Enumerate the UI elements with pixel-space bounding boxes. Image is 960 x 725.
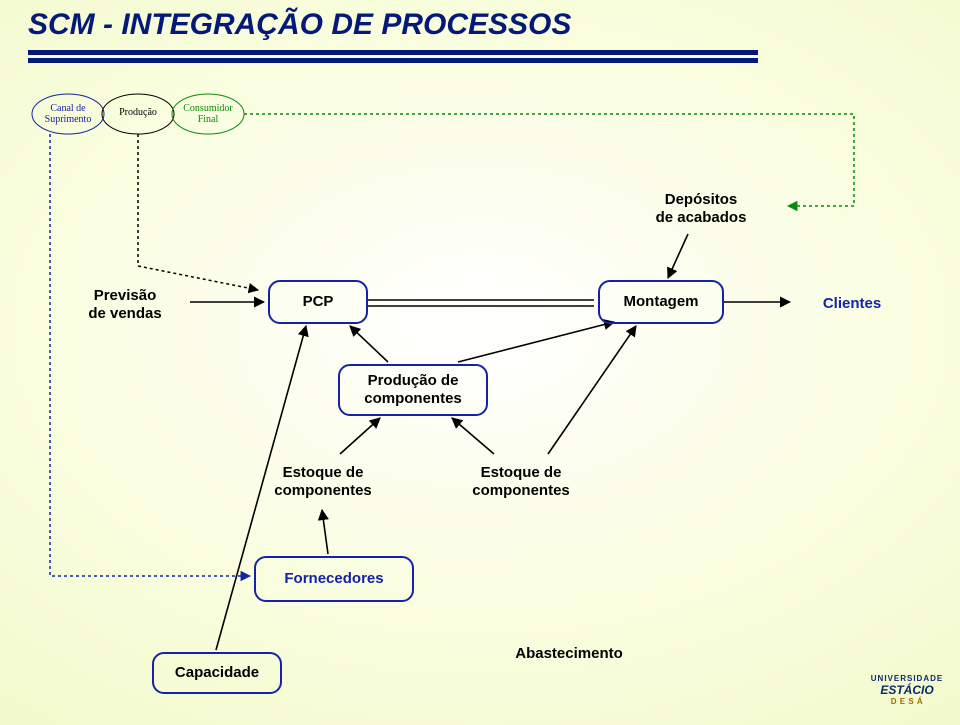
dotted-edge-canal-suprimento-down [50, 134, 250, 576]
logo-line2: ESTÁCIO [880, 683, 933, 697]
node-est_comp2: Estoque decomponentes [446, 456, 596, 508]
node-capacidade: Capacidade [152, 652, 282, 694]
node-abastec: Abastecimento [484, 636, 654, 672]
edge [458, 322, 614, 362]
edge [548, 326, 636, 454]
edge [350, 326, 388, 362]
edge [668, 234, 688, 278]
logo-line1: UNIVERSIDADE [871, 674, 943, 683]
oval-label-canal-suprimento: Canal deSuprimento [45, 103, 92, 125]
dotted-edge-producao-oval-down [138, 134, 258, 290]
diagram-canvas: Canal deSuprimento Produção ConsumidorFina… [0, 0, 960, 725]
oval-label-consumidor-final: ConsumidorFinal [183, 103, 233, 125]
edge [322, 510, 328, 554]
edge [340, 418, 380, 454]
node-montagem: Montagem [598, 280, 724, 324]
node-previsao: Previsãode vendas [60, 276, 190, 334]
node-est_comp1: Estoque decomponentes [248, 456, 398, 508]
node-fornec: Fornecedores [254, 556, 414, 602]
oval-label-producao-oval: Produção [119, 107, 157, 118]
node-depositos: Depósitosde acabados [616, 184, 786, 234]
node-prod_comp: Produção decomponentes [338, 364, 488, 416]
node-pcp: PCP [268, 280, 368, 324]
logo-line3: D E S Á [891, 697, 923, 706]
logo-estacio: UNIVERSIDADE ESTÁCIO D E S Á [868, 665, 946, 715]
node-clientes: Clientes [792, 288, 912, 320]
edge [452, 418, 494, 454]
